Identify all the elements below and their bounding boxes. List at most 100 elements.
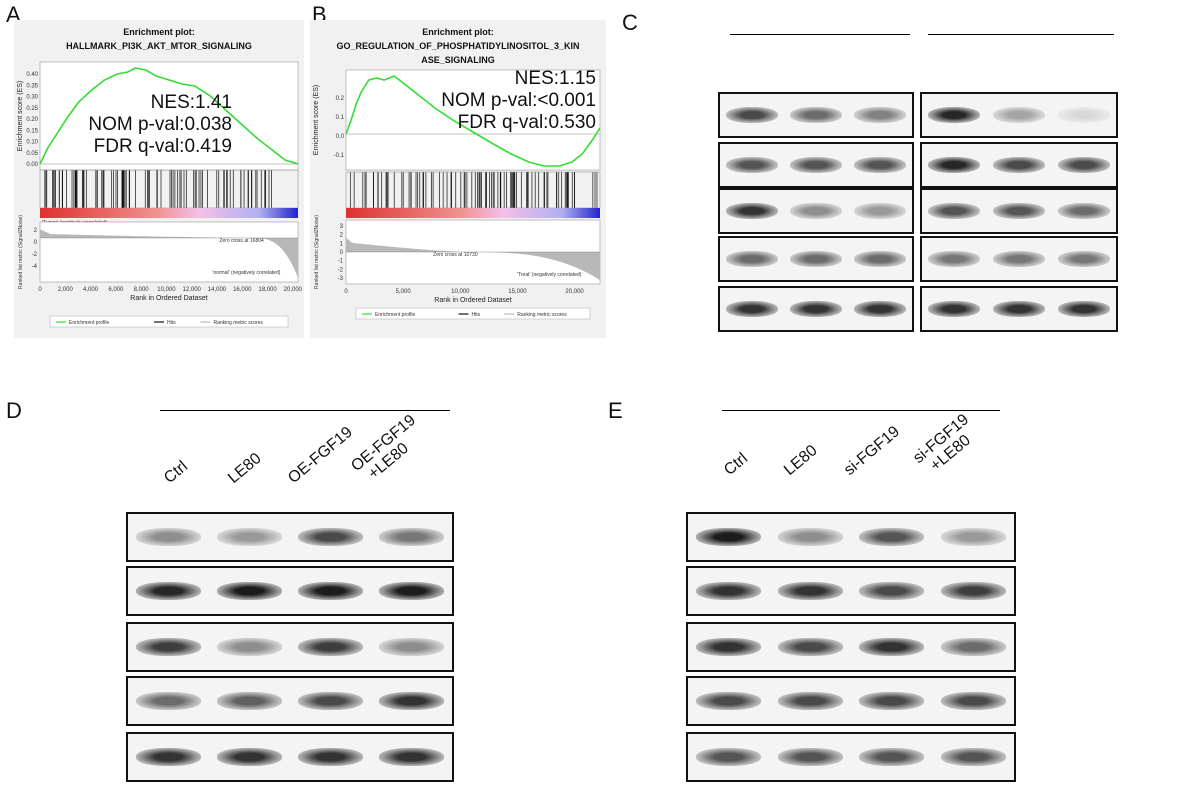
gsea-title-line2: HALLMARK_PI3K_AKT_MTOR_SIGNALING	[66, 41, 252, 51]
rank-tick-label: 0	[34, 240, 38, 246]
cell-line-rule	[730, 34, 910, 35]
x-axis-label: Rank in Ordered Dataset	[434, 297, 511, 304]
lane-label-line: Ctrl	[721, 449, 752, 479]
protein-band	[696, 527, 762, 547]
x-tick-label: 14,000	[208, 287, 227, 293]
protein-band	[726, 202, 778, 220]
rank-tick-label: -1	[338, 259, 344, 265]
gsea-fdr-qval: FDR q-val:0.419	[93, 136, 232, 157]
rank-axis-label: Ranked list metric (Signal2Noise)	[18, 215, 24, 289]
x-tick-label: 18,000	[258, 287, 277, 293]
protein-band	[993, 250, 1045, 268]
protein-band	[217, 527, 282, 547]
legend-entry: Ranking metric scores	[213, 320, 263, 326]
blot-strip	[920, 188, 1118, 234]
rank-color-bar	[40, 208, 298, 218]
rank-color-bar	[346, 208, 600, 218]
gsea-nes: NES:1.15	[514, 68, 596, 89]
x-axis-label: Rank in Ordered Dataset	[130, 295, 207, 302]
protein-band	[777, 637, 843, 657]
gsea-nom-pval: NOM p-val:<0.001	[441, 90, 596, 111]
protein-band	[217, 637, 282, 657]
es-axis-label: Enrichment score (ES)	[313, 85, 320, 155]
protein-band	[790, 300, 842, 318]
protein-band	[136, 581, 201, 601]
blot-strip	[686, 512, 1016, 562]
legend-entry: Hits	[472, 312, 481, 318]
protein-band	[1057, 250, 1110, 268]
protein-band	[777, 747, 843, 767]
panel-letter-d: D	[6, 398, 22, 423]
x-tick-label: 20,000	[284, 287, 303, 293]
protein-band	[777, 581, 843, 601]
protein-band	[790, 156, 842, 174]
x-tick-label: 5,000	[396, 289, 412, 295]
rank-axis-label: Ranked list metric (Signal2Noise)	[314, 215, 320, 289]
panel-letter-c: C	[622, 10, 638, 35]
gsea-nom-pval: NOM p-val:0.038	[88, 114, 232, 135]
protein-band	[859, 691, 925, 711]
lane-label-line: si-FGF19	[841, 423, 904, 479]
protein-band	[726, 106, 778, 124]
es-tick-label: 0.40	[26, 72, 38, 78]
protein-band	[1057, 106, 1110, 124]
cell-line-rule	[160, 410, 450, 411]
lane-label: Ctrl	[721, 450, 751, 479]
protein-band	[940, 691, 1006, 711]
protein-band	[136, 637, 201, 657]
hit-marks	[349, 172, 598, 208]
es-curve	[39, 67, 299, 165]
es-tick-label: 0.05	[26, 151, 38, 157]
protein-band	[928, 202, 981, 220]
cell-line-rule	[722, 410, 1000, 411]
legend-box	[49, 315, 289, 328]
protein-band	[298, 747, 363, 767]
blot-strip	[126, 512, 454, 562]
es-tick-label: 0.30	[26, 95, 38, 101]
es-curve	[345, 75, 601, 167]
negative-correlation-label: 'normal' (negatively correlated)	[212, 270, 280, 276]
rank-tick-label: 2	[34, 228, 38, 234]
x-tick-label: 6,000	[108, 287, 124, 293]
zero-cross-label: Zero cross at 16804	[219, 238, 264, 244]
protein-band	[298, 637, 363, 657]
protein-band	[854, 156, 906, 174]
x-tick-label: 4,000	[83, 287, 99, 293]
protein-band	[379, 691, 444, 711]
rank-tick-label: 2	[340, 233, 344, 239]
protein-band	[726, 300, 778, 318]
protein-band	[1057, 202, 1110, 220]
es-plot-frame	[345, 69, 601, 171]
zero-cross-label: Zero cross at 10730	[433, 252, 478, 258]
x-tick-label: 0	[38, 287, 42, 293]
protein-band	[217, 581, 282, 601]
blot-strip	[920, 142, 1118, 188]
blot-strip	[718, 92, 914, 138]
x-tick-label: 10,000	[157, 287, 176, 293]
protein-band	[854, 202, 906, 220]
protein-band	[859, 747, 925, 767]
protein-band	[790, 106, 842, 124]
x-tick-label: 10,000	[451, 289, 470, 295]
rank-tick-label: 1	[340, 241, 344, 247]
x-tick-label: 20,000	[565, 289, 584, 295]
x-tick-label: 15,000	[508, 289, 527, 295]
protein-band	[696, 581, 762, 601]
protein-band	[993, 202, 1045, 220]
rank-tick-label: -2	[32, 252, 38, 258]
protein-band	[726, 250, 778, 268]
protein-band	[136, 747, 201, 767]
x-tick-label: 2,000	[58, 287, 74, 293]
blot-strip	[718, 236, 914, 282]
blot-strip	[718, 142, 914, 188]
negative-correlation-label: 'Treat' (negatively correlated)	[517, 272, 582, 278]
blot-strip	[126, 732, 454, 782]
x-tick-label: 8,000	[134, 287, 150, 293]
legend-entry: Ranking metric scores	[517, 312, 567, 318]
protein-band	[790, 202, 842, 220]
protein-band	[940, 747, 1006, 767]
protein-band	[940, 637, 1006, 657]
protein-band	[298, 527, 363, 547]
gsea-title-line3: ASE_SIGNALING	[421, 55, 495, 65]
